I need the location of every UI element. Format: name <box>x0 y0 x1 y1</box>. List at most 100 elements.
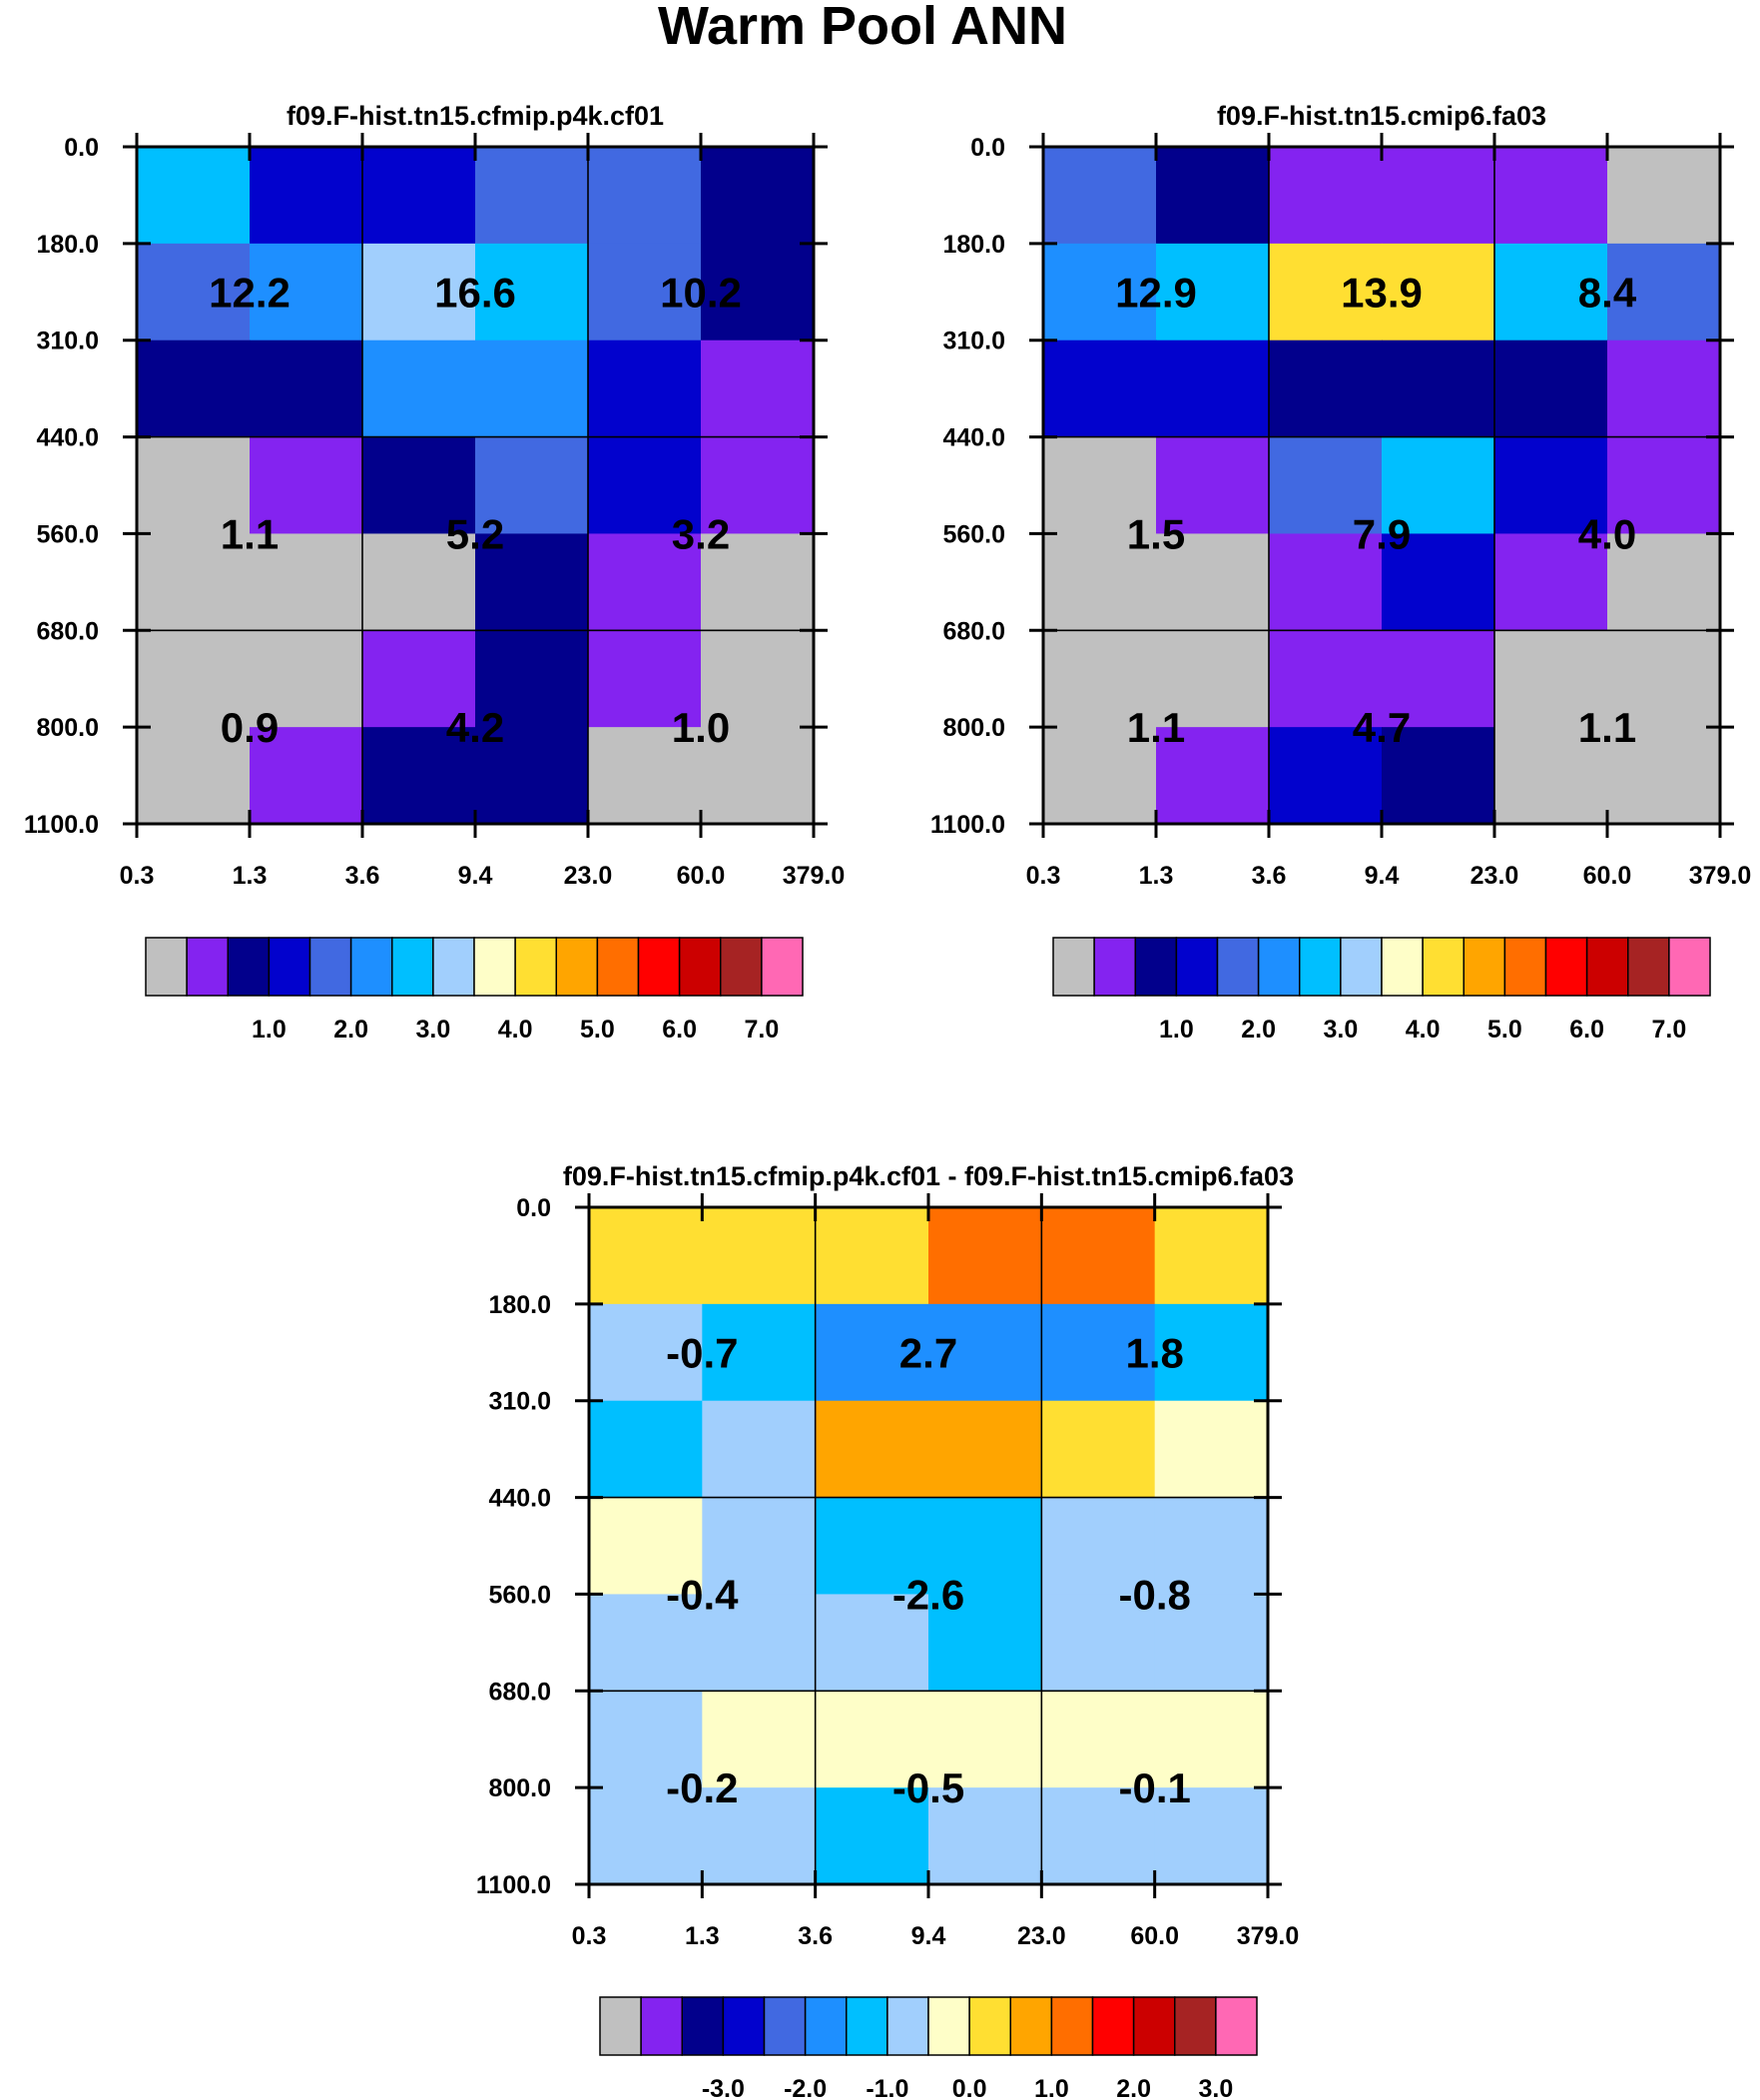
heatmap-cell <box>1269 727 1383 825</box>
heatmap-cell <box>1494 533 1608 631</box>
x-tick-label: 3.6 <box>798 1922 833 1950</box>
panel-title: f09.F-hist.tn15.cmip6.fa03 <box>1217 101 1546 131</box>
heatmap-cell <box>137 630 251 728</box>
heatmap-cell <box>1043 340 1157 438</box>
group-value-label: 1.1 <box>221 510 279 557</box>
heatmap-cell <box>1382 727 1495 825</box>
y-tick-label: 310.0 <box>942 328 1005 355</box>
heatmap-cell <box>589 1207 703 1305</box>
group-value-label: 12.9 <box>1115 269 1197 316</box>
colorbar-swatch <box>227 937 271 997</box>
colorbar-label: 0.0 <box>952 2075 987 2100</box>
y-tick-label: 560.0 <box>488 1581 551 1609</box>
heatmap-cell <box>1382 147 1495 245</box>
heatmap-cell <box>928 1303 1042 1402</box>
group-value-label: -0.1 <box>1118 1764 1190 1811</box>
group-value-label: -0.2 <box>666 1764 738 1811</box>
x-tick-label: 0.3 <box>120 862 155 890</box>
colorbar-label: -3.0 <box>702 2075 745 2100</box>
colorbar-swatch <box>145 937 188 997</box>
colorbar-swatch <box>349 937 393 997</box>
heatmap-cell <box>1607 436 1721 535</box>
heatmap-cell <box>1154 1497 1269 1596</box>
colorbar-swatch <box>1093 937 1137 997</box>
figure-title: Warm Pool ANN <box>658 0 1067 56</box>
group-value-label: 3.2 <box>672 510 730 557</box>
heatmap-cell <box>1269 340 1383 438</box>
panel-3-difference-heatmap: f09.F-hist.tn15.cfmip.p4k.cf01 - f09.F-h… <box>476 1161 1299 2100</box>
x-tick-label: 0.3 <box>572 1922 607 1950</box>
colorbar-swatch <box>1091 1996 1135 2056</box>
y-tick-label: 0.0 <box>970 134 1005 162</box>
heatmap-cell <box>589 1303 703 1402</box>
heatmap-cell <box>1494 147 1608 245</box>
colorbar-label: 2.0 <box>1116 2075 1151 2100</box>
heatmap-cell <box>1607 533 1721 631</box>
y-tick-label: 180.0 <box>488 1291 551 1319</box>
y-tick-label: 440.0 <box>36 424 99 452</box>
heatmap-cell <box>250 630 363 728</box>
group-value-label: 12.2 <box>209 269 291 316</box>
x-tick-label: 379.0 <box>783 862 846 890</box>
colorbar-swatch <box>599 1996 642 2056</box>
colorbar-swatch <box>678 937 722 997</box>
colorbar-label: 5.0 <box>580 1016 615 1044</box>
heatmap-cell <box>701 243 815 342</box>
heatmap-cell <box>588 147 702 245</box>
colorbar-swatch <box>1257 937 1301 997</box>
colorbar-swatch <box>1216 937 1260 997</box>
heatmap-cell <box>815 1303 929 1402</box>
heatmap-cell <box>362 147 476 245</box>
colorbar-swatch <box>927 1996 970 2056</box>
panel-2-heatmap: f09.F-hist.tn15.cmip6.fa03 12.9 13.9 8.4 1.5… <box>930 101 1751 1044</box>
colorbar-swatch <box>804 1996 848 2056</box>
heatmap-cell <box>701 727 815 825</box>
colorbar-swatch <box>1627 937 1670 997</box>
heatmap-cell <box>702 1303 817 1402</box>
colorbar-swatch <box>763 1996 807 2056</box>
heatmap-cell <box>1041 1497 1156 1596</box>
group-value-label: -0.7 <box>666 1329 738 1376</box>
colorbar-swatch <box>1050 1996 1094 2056</box>
y-tick-label: 680.0 <box>36 617 99 645</box>
x-tick-label: 379.0 <box>1237 1922 1300 1950</box>
x-tick-label: 23.0 <box>1017 1922 1066 1950</box>
colorbar-label: 2.0 <box>333 1016 368 1044</box>
colorbar-swatch <box>473 937 516 997</box>
y-tick-label: 1100.0 <box>476 1871 551 1899</box>
heatmap-cell <box>1156 147 1270 245</box>
heatmap-cell <box>815 1400 929 1499</box>
colorbar-label: 7.0 <box>744 1016 779 1044</box>
heatmap-cell <box>928 1691 1042 1788</box>
heatmap-cell <box>362 243 476 342</box>
x-tick-label: 3.6 <box>345 862 380 890</box>
heatmap-cell <box>702 1497 817 1596</box>
group-value-label: 8.4 <box>1578 269 1637 316</box>
colorbar-label: 3.0 <box>1323 1016 1358 1044</box>
y-tick-label: 180.0 <box>942 231 1005 259</box>
colorbar-swatch <box>308 937 352 997</box>
colorbar-swatch <box>1299 937 1342 997</box>
group-value-label: 1.0 <box>672 704 730 751</box>
heatmap-cell <box>1494 340 1608 438</box>
y-tick-label: 0.0 <box>64 134 99 162</box>
colorbar-swatch <box>1340 937 1383 997</box>
heatmap-cell <box>1382 630 1495 728</box>
heatmap-cell <box>250 533 363 631</box>
heatmap-cell <box>1041 1594 1156 1692</box>
heatmap-cell <box>588 630 702 728</box>
heatmap-cell <box>1494 243 1608 342</box>
heatmap-cell <box>1043 436 1157 535</box>
heatmap-cell <box>815 1691 929 1788</box>
colorbar-swatch <box>1009 1996 1053 2056</box>
heatmap-cell <box>701 533 815 631</box>
heatmap-cell <box>815 1497 929 1596</box>
heatmap-cell <box>137 147 251 245</box>
heatmap-cell <box>702 1594 817 1692</box>
heatmap-cell <box>475 243 589 342</box>
panel-1-heatmap: f09.F-hist.tn15.cfmip.p4k.cf01 12.2 16.6 10… <box>24 101 845 1044</box>
colorbar-swatch <box>640 1996 684 2056</box>
heatmap-cell <box>137 340 251 438</box>
heatmap-cell <box>928 1594 1042 1692</box>
